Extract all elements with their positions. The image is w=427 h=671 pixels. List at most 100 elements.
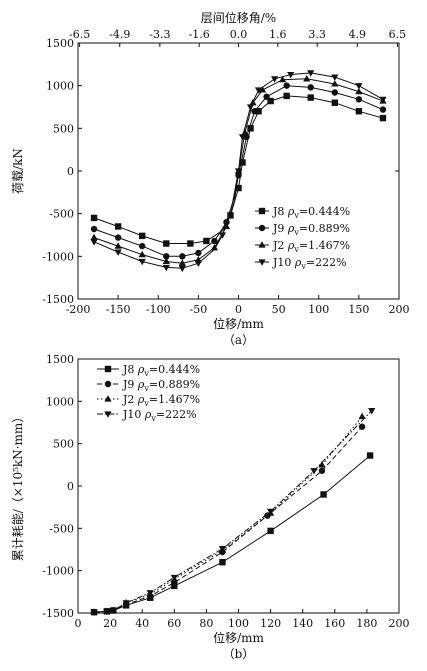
legend-label: J9 ρv=0.889% — [122, 378, 200, 393]
data-point — [331, 89, 338, 96]
legend-entry: J10 ρv=222% — [255, 256, 347, 271]
legend-rho-value: =0.444% — [299, 205, 350, 218]
legend-marker — [104, 365, 112, 373]
y-tick-label: 500 — [53, 438, 74, 451]
data-point — [251, 108, 258, 115]
legend-rho: ρ — [287, 239, 295, 252]
legend-name: J8 — [122, 363, 138, 376]
legend-rho-value: =1.467% — [149, 393, 200, 406]
data-point — [355, 87, 363, 95]
series-j10 — [90, 408, 376, 616]
legend-rho-subscript: v — [143, 369, 149, 378]
x2-tick-label: -6.5 — [69, 28, 90, 41]
legend-label: J9 ρv=0.889% — [272, 222, 350, 237]
y-tick-label: -500 — [49, 522, 74, 535]
series-line — [93, 426, 363, 613]
legend-entry: J2 ρv=1.467% — [255, 239, 350, 254]
data-point — [267, 97, 274, 105]
series-j9 — [90, 423, 366, 616]
legend-rho-subscript: v — [293, 245, 299, 254]
legend-rho-value: =1.467% — [299, 239, 350, 252]
legend-rho-subscript: v — [143, 384, 149, 393]
y-tick-label: -1000 — [42, 250, 74, 263]
legend-entry: J9 ρv=0.889% — [97, 378, 200, 393]
data-point — [254, 87, 263, 94]
legend-entry: J9 ρv=0.889% — [255, 222, 350, 237]
data-point — [163, 240, 170, 247]
data-point — [187, 240, 194, 247]
legend-rho: ρ — [137, 393, 145, 406]
legend-rho-subscript: v — [143, 399, 149, 408]
data-point — [90, 233, 98, 241]
legend-marker — [104, 411, 112, 418]
data-point — [114, 242, 122, 249]
data-point — [366, 452, 374, 459]
series-j10 — [90, 70, 387, 273]
x-tick-label: 80 — [199, 617, 213, 630]
data-point — [279, 75, 287, 83]
series-line — [93, 78, 384, 264]
data-point — [203, 237, 210, 245]
y-tick-label: 0 — [67, 480, 74, 493]
legend-label: J10 ρv=222% — [122, 408, 197, 423]
x-axis-title: 位移/mm — [213, 316, 264, 331]
legend-rho-subscript: v — [293, 228, 299, 237]
data-point — [146, 590, 154, 597]
x-tick-label: -150 — [106, 303, 131, 316]
legend-entry: J8 ρv=0.444% — [255, 205, 350, 220]
legend-rho-value: =222% — [156, 408, 197, 421]
legend-rho: ρ — [287, 205, 295, 218]
series-j8 — [90, 452, 374, 616]
data-point — [90, 239, 98, 246]
legend-rho-value: =0.889% — [149, 378, 200, 391]
data-point — [255, 108, 262, 115]
data-point — [90, 214, 98, 222]
x-tick-label: -200 — [66, 303, 91, 316]
legend-entry: J2 ρv=1.467% — [97, 393, 200, 408]
data-point — [170, 574, 178, 582]
x2-axis-title: 层间位移角/% — [201, 10, 276, 25]
y-tick-label: 1500 — [46, 37, 74, 50]
data-point — [307, 84, 314, 91]
data-point — [238, 134, 247, 141]
x-tick-label: 50 — [272, 303, 286, 316]
data-point — [267, 508, 275, 516]
data-point — [283, 82, 290, 89]
data-point — [139, 232, 146, 240]
y-axis-title: 荷载/kN — [11, 148, 25, 194]
legend-rho: ρ — [287, 222, 295, 235]
x2-tick-label: -3.3 — [149, 28, 170, 41]
legend-rho: ρ — [294, 256, 302, 269]
y-tick-label: -1500 — [42, 607, 74, 620]
data-point — [90, 225, 98, 233]
legend-label: J2 ρv=1.467% — [272, 239, 350, 254]
legend-rho: ρ — [144, 408, 152, 421]
data-point — [218, 546, 227, 553]
legend-marker — [258, 259, 266, 266]
data-point — [320, 491, 327, 498]
data-point — [358, 412, 366, 420]
legend-rho-subscript: v — [293, 211, 299, 220]
series-j2 — [90, 412, 366, 615]
data-point — [267, 527, 274, 535]
data-point — [368, 408, 376, 415]
x-tick-label: -50 — [190, 303, 208, 316]
x-axis-title: 位移/mm — [213, 630, 264, 645]
data-point — [210, 244, 219, 251]
x2-tick-label: 3.3 — [308, 28, 326, 41]
data-point — [258, 86, 267, 93]
x-tick-label: 150 — [348, 303, 369, 316]
data-point — [271, 76, 279, 83]
legend-name: J2 — [122, 393, 138, 406]
data-point — [234, 168, 243, 175]
panel-caption: （a） — [223, 333, 254, 347]
legend-name: J8 — [272, 205, 288, 218]
legend-name: J2 — [272, 239, 288, 252]
data-point — [171, 582, 178, 590]
legend-name: J9 — [122, 378, 138, 391]
legend-name: J10 — [272, 256, 295, 269]
data-point — [163, 253, 170, 260]
x-tick-label: 0 — [75, 617, 82, 630]
x2-tick-label: 0.0 — [230, 28, 248, 41]
data-point — [318, 467, 326, 474]
